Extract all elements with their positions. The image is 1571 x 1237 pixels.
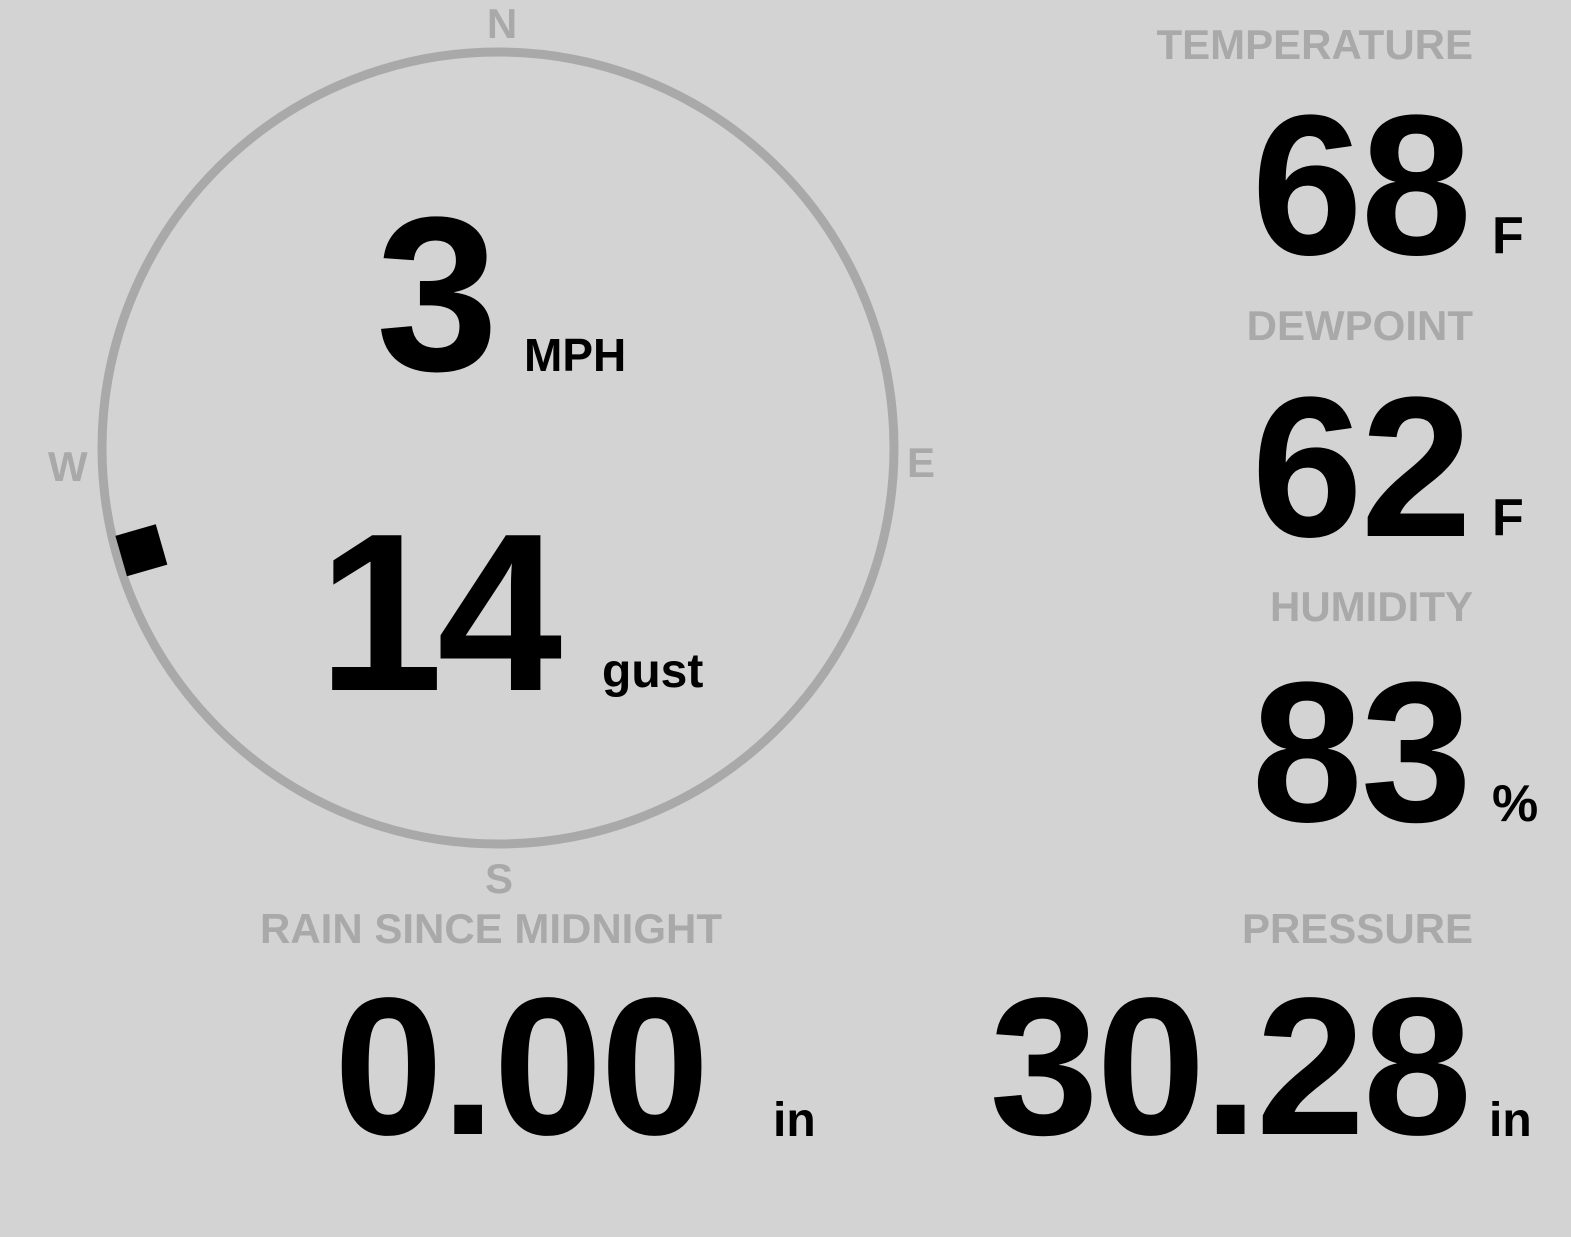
dewpoint-value: 62: [1251, 356, 1472, 579]
humidity-unit: %: [1492, 775, 1539, 833]
compass-west-label: W: [48, 443, 88, 490]
humidity-value: 83: [1251, 641, 1472, 864]
wind-direction-marker: [115, 524, 168, 577]
dewpoint-unit: F: [1492, 489, 1524, 547]
pressure-label: PRESSURE: [1241, 905, 1473, 952]
temperature-value: 68: [1251, 74, 1472, 297]
compass-north-label: N: [486, 0, 518, 47]
wind-gust-label: gust: [602, 645, 704, 698]
pressure-value: 30.28: [989, 957, 1472, 1176]
compass-ring: [97, 47, 899, 849]
rain-unit: in: [773, 1094, 816, 1147]
compass-east-label: E: [907, 439, 936, 486]
rain-value: 0.00: [334, 957, 709, 1176]
temperature-unit: F: [1492, 207, 1524, 265]
rain-label: RAIN SINCE MIDNIGHT: [260, 905, 722, 952]
pressure-unit: in: [1489, 1094, 1532, 1147]
wind-gust-value: 14: [318, 486, 562, 738]
dewpoint-label: DEWPOINT: [1246, 302, 1473, 349]
wind-speed-unit: MPH: [524, 329, 627, 381]
wind-speed-value: 3: [376, 171, 498, 417]
compass-south-label: S: [484, 855, 513, 902]
temperature-label: TEMPERATURE: [1156, 21, 1473, 68]
humidity-label: HUMIDITY: [1270, 583, 1473, 630]
